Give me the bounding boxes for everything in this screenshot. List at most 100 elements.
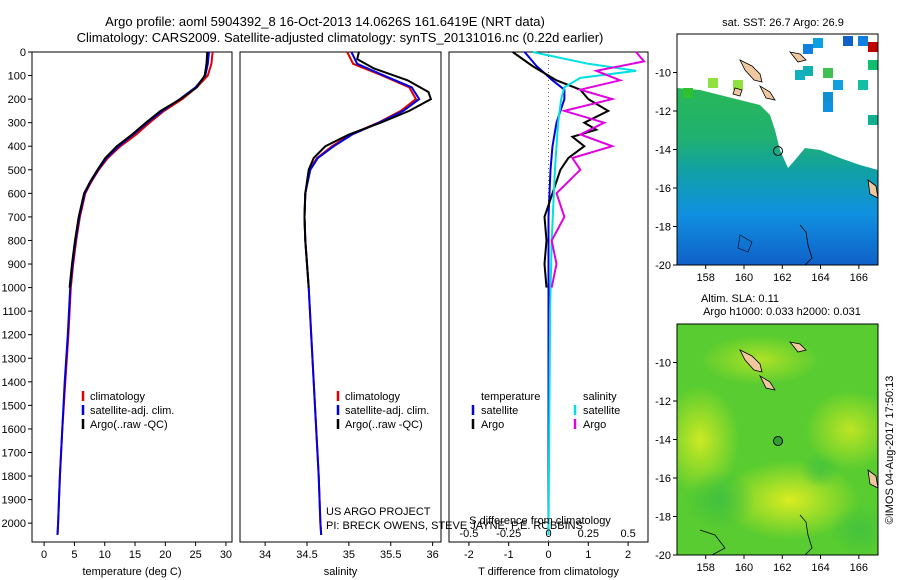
x-tick-label: 30 bbox=[220, 549, 232, 561]
sst-pixel bbox=[858, 80, 868, 90]
sst-pixel bbox=[843, 36, 853, 46]
pi-annotation: PI: BRECK OWENS, STEVE JAYNE, P.E. ROBBI… bbox=[326, 520, 583, 532]
series-line-satellite-adj-clim- bbox=[56, 51, 210, 535]
sst-pixel bbox=[858, 36, 868, 46]
sst-coastline bbox=[737, 234, 753, 253]
legend-label: satellite-adj. clim. bbox=[345, 405, 429, 417]
map-y-tick-label: -12 bbox=[655, 106, 671, 118]
series-line-argo-raw-qc- bbox=[68, 51, 209, 288]
top-x-tick-label: -0.5 bbox=[459, 528, 478, 540]
legend-label: climatology bbox=[345, 391, 401, 403]
sst-pixel bbox=[733, 80, 743, 90]
x-tick-label: 15 bbox=[129, 549, 141, 561]
map-x-tick-label: 164 bbox=[811, 272, 829, 284]
map-y-tick-label: -18 bbox=[655, 512, 671, 524]
y-tick-label: 200 bbox=[8, 94, 26, 106]
y-tick-label: 100 bbox=[8, 71, 26, 83]
legend-label: Argo bbox=[481, 419, 504, 431]
sla-high-blob bbox=[805, 390, 878, 470]
x-tick-label: 5 bbox=[71, 549, 77, 561]
x-tick-label: 0 bbox=[41, 549, 47, 561]
legend-label: satellite-adj. clim. bbox=[90, 405, 174, 417]
x-tick-label: -1 bbox=[504, 549, 514, 561]
series-line-temperature-argo bbox=[512, 51, 611, 288]
sst-pixel bbox=[868, 42, 878, 52]
sst-pixel bbox=[813, 38, 823, 48]
map-x-tick-label: 160 bbox=[735, 562, 753, 574]
x-axis-label: T difference from climatology bbox=[478, 566, 619, 578]
x-tick-label: -2 bbox=[464, 549, 474, 561]
sst-pixel bbox=[803, 44, 813, 54]
legend-title-salinity: salinity bbox=[583, 391, 617, 403]
legend-label: satellite bbox=[583, 405, 620, 417]
y-tick-label: 1400 bbox=[2, 377, 26, 389]
temperature-panel: 0100200300400500600700800900100011001200… bbox=[2, 47, 233, 578]
map-y-tick-label: -20 bbox=[655, 260, 671, 272]
sla-low-blob bbox=[830, 505, 878, 555]
y-tick-label: 700 bbox=[8, 212, 26, 224]
sla-land-island bbox=[789, 341, 807, 353]
top-x-tick-label: -0.25 bbox=[496, 528, 521, 540]
figure-title-line2: Climatology: CARS2009. Satellite-adjuste… bbox=[77, 30, 604, 45]
series-line-climatology bbox=[303, 51, 418, 535]
sst-map-panel: 158 160 162 164 166 -10 -12 -14 -16 -18 -20 sat. S… bbox=[655, 17, 879, 284]
sst-pixel bbox=[708, 78, 718, 88]
sla-float-marker bbox=[773, 436, 783, 446]
y-tick-label: 2000 bbox=[2, 518, 26, 530]
x-tick-label: 35 bbox=[343, 549, 355, 561]
x-tick-label: 36 bbox=[427, 549, 439, 561]
x-tick-label: 10 bbox=[99, 549, 111, 561]
sst-pixel bbox=[833, 80, 843, 90]
sst-land-island bbox=[732, 87, 743, 97]
sst-land-island bbox=[789, 51, 807, 63]
map-x-tick-label: 166 bbox=[850, 562, 868, 574]
series-line-climatology bbox=[56, 51, 214, 535]
legend-label: Argo(..raw -QC) bbox=[90, 419, 168, 431]
series-line-satellite-adj-clim- bbox=[303, 51, 421, 535]
top-x-axis-label: S difference from climatology bbox=[469, 515, 611, 527]
map-y-tick-label: -16 bbox=[655, 473, 671, 485]
y-tick-label: 600 bbox=[8, 188, 26, 200]
y-tick-label: 1500 bbox=[2, 400, 26, 412]
x-tick-label: 2 bbox=[625, 549, 631, 561]
map-x-tick-label: 164 bbox=[811, 562, 829, 574]
map-x-tick-label: 166 bbox=[850, 272, 868, 284]
sst-pixel bbox=[823, 92, 833, 102]
x-tick-label: 34.5 bbox=[296, 549, 317, 561]
y-tick-label: 1000 bbox=[2, 283, 26, 295]
sst-pixel bbox=[803, 66, 813, 76]
map-x-tick-label: 162 bbox=[773, 272, 791, 284]
sst-coastline bbox=[799, 224, 813, 265]
sst-pixel bbox=[795, 70, 805, 80]
map-x-tick-label: 158 bbox=[697, 562, 715, 574]
sst-land-island bbox=[867, 179, 878, 199]
sla-coastline bbox=[699, 529, 726, 555]
map-y-tick-label: -12 bbox=[655, 396, 671, 408]
y-tick-label: 500 bbox=[8, 165, 26, 177]
sst-pixel bbox=[868, 115, 878, 125]
x-tick-label: 34 bbox=[259, 549, 271, 561]
sla-map-title-line2: Argo h1000: 0.033 h2000: 0.031 bbox=[703, 306, 861, 318]
figure-title-line1: Argo profile: aoml 5904392_8 16-Oct-2013… bbox=[105, 14, 545, 29]
series-line-salinity-satellite bbox=[532, 51, 637, 535]
sla-low-blob bbox=[800, 452, 840, 488]
x-axis-label: temperature (deg C) bbox=[82, 566, 181, 578]
sla-map-title-line1: Altim. SLA: 0.11 bbox=[701, 293, 779, 305]
y-tick-label: 1600 bbox=[2, 424, 26, 436]
difference-panel: -2 -1 0 1 2 T difference from climatology -0.5… bbox=[448, 51, 649, 578]
sla-coastline bbox=[799, 514, 813, 555]
map-y-tick-label: -20 bbox=[655, 550, 671, 562]
map-x-tick-label: 162 bbox=[773, 562, 791, 574]
top-x-tick-label: 0 bbox=[545, 528, 551, 540]
map-y-tick-label: -10 bbox=[655, 68, 671, 80]
x-tick-label: 20 bbox=[159, 549, 171, 561]
sst-map-title: sat. SST: 26.7 Argo: 26.9 bbox=[722, 17, 844, 29]
map-x-tick-label: 160 bbox=[735, 272, 753, 284]
sla-high-blob bbox=[700, 335, 820, 385]
legend-label: satellite bbox=[481, 405, 518, 417]
sst-pixel bbox=[823, 102, 833, 112]
sst-float-marker bbox=[773, 146, 783, 156]
copyright-footer: ©IMOS 04-Aug-2017 17:50:13 bbox=[884, 376, 896, 525]
y-tick-label: 1900 bbox=[2, 495, 26, 507]
